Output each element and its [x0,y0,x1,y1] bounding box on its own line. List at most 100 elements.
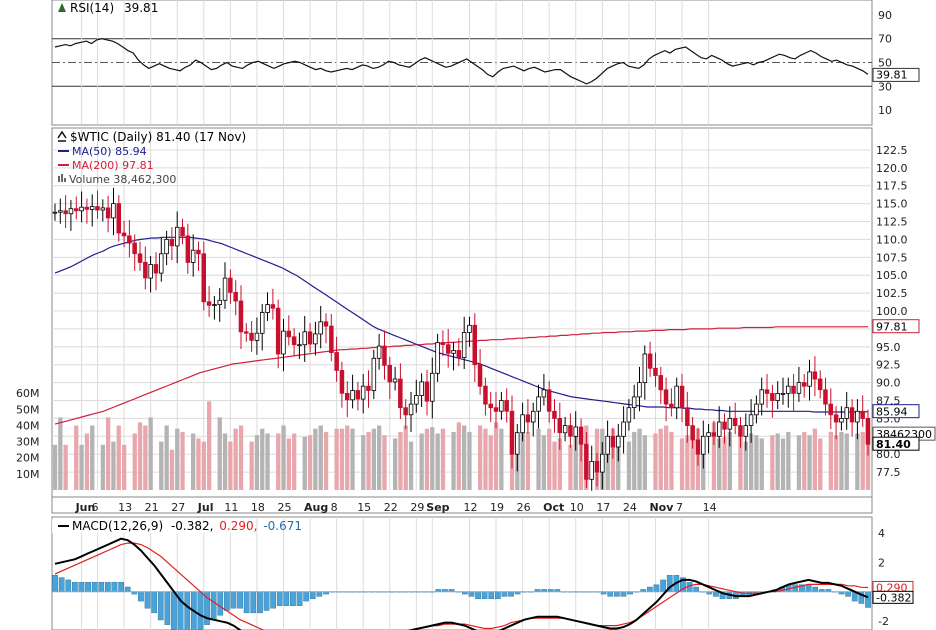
candle-body [796,382,802,394]
price-tick-label: 77.5 [876,466,901,479]
x-tick-label: 29 [410,501,424,514]
candle-body [855,410,860,423]
volume-bar [58,417,63,490]
volume-bar [616,435,621,490]
candle-body [780,392,786,395]
candle-body [748,414,754,426]
macd-histogram-bar [151,591,158,614]
macd-histogram-bar [263,591,270,611]
candle-body [706,432,711,437]
volume-bar [557,438,562,490]
volume-bar [754,435,759,490]
volume-bar [302,436,307,490]
candle-body [344,392,350,401]
volume-bar [770,435,775,490]
macd-histogram-bar [276,591,283,607]
candlesticks [52,187,871,491]
volume-bar [222,433,228,490]
rsi-axis: 90 70 50 30 10 [878,9,892,117]
volume-bar [610,428,616,490]
price-tick-label: 110.0 [876,233,908,246]
volume-bar [111,441,116,490]
price-legend-title: $WTIC (Daily) 81.40 (17 Nov) [70,130,246,144]
candle-body [770,392,775,401]
volume-bar [642,435,647,490]
volume-bar [727,431,732,490]
candle-body [616,435,621,448]
x-tick-label: 18 [251,501,265,514]
candle-body [89,206,95,210]
candle-body [610,435,616,448]
volume-bar [573,433,578,490]
volume-bar [568,444,573,490]
candle-body [621,421,626,437]
volume-bar [350,428,355,490]
macd-histogram-bar [237,591,243,609]
volume-bar [408,441,414,490]
rsi-line [54,38,869,85]
volume-bar [493,422,499,490]
rsi-tick-label: 90 [878,9,892,22]
volume-bar [536,428,541,490]
volume-bar [180,431,185,490]
macd-tags: 0.290-0.382 [872,580,914,604]
candle-body [531,410,536,423]
volume-bar [424,428,430,490]
x-tick-label: Nov [649,501,674,514]
volume-bar [100,444,105,490]
candle-body [318,321,323,335]
volume-bar [488,435,493,490]
rsi-panel: 90 70 50 30 10 39.81 RSI(14) 39.81 [51,0,920,126]
price-tick-label: 117.5 [876,180,908,193]
candle-body [552,410,557,419]
volume-bar [339,428,345,490]
rsi-last-value-label: 39.81 [876,68,908,81]
volume-bar [632,431,637,490]
candle-body [275,307,281,355]
candle-body [658,375,664,391]
candle-body [323,321,329,327]
candle-body [164,238,169,255]
candle-body [802,382,807,387]
ma50-line [54,236,869,413]
volume-bar [307,435,313,490]
candle-body [206,301,212,306]
candle-body [493,407,499,412]
macd-histogram-bar [257,591,263,614]
candle-body [477,364,483,387]
volume-bar [738,435,743,490]
candle-body [238,300,244,333]
volume-bar [802,431,807,490]
candle-body [536,396,541,412]
macd-histogram-bar [184,591,191,630]
x-tick-label: 27 [171,501,185,514]
volume-bar [499,428,504,490]
macd-histogram-bar [309,591,316,600]
volume-bar [371,428,376,490]
volume-bar [122,444,127,490]
x-tick-label: 22 [384,501,398,514]
candle-body [100,207,106,211]
candle-body [743,425,749,437]
candle-body [685,407,690,427]
x-tick-label: Jun [75,501,96,514]
macd-histogram-bar [316,591,323,597]
ma200-line [54,326,869,425]
candle-body [515,432,520,455]
x-tick-label: 11 [224,501,238,514]
volume-bar [137,422,143,490]
volume-bar [84,433,90,490]
volume-legend-icon [58,174,66,182]
candle-body [398,378,403,409]
candle-body [844,407,850,419]
macd-histogram-bar [210,591,217,621]
volume-bar [377,425,382,490]
candle-body [350,390,355,401]
volume-bar [759,438,764,490]
macd-histogram-bar [620,591,627,597]
volume-bar [116,425,121,490]
macd-histogram-bar [197,591,204,630]
candle-body [584,443,589,480]
volume-bar [52,444,58,490]
